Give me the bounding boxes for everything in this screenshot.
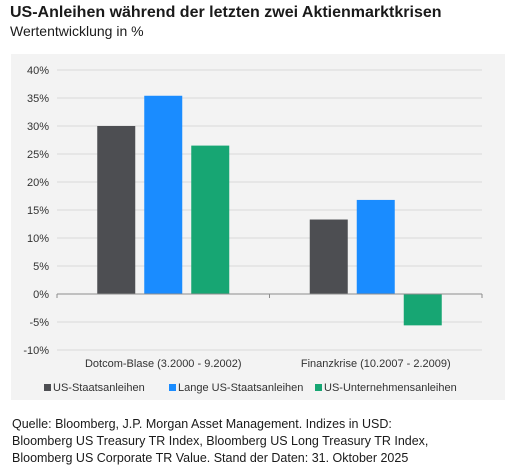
y-tick-label: 25% [27,149,49,161]
y-tick-label: 40% [27,65,49,77]
chart-panel [11,54,505,400]
y-tick-label: -5% [29,317,49,329]
x-axis [56,293,483,298]
bars [97,95,442,326]
legend-swatch [44,384,51,391]
bar [191,145,230,294]
y-tick-label: 5% [33,261,49,273]
x-tick-label: Dotcom-Blase (3.2000 - 9.2002) [85,358,242,370]
source-line: Bloomberg US Corporate TR Value. Stand d… [12,451,409,465]
legend-label: US-Unternehmensanleihen [324,382,457,394]
y-tick-label: 20% [27,177,49,189]
y-tick-label: 15% [27,205,49,217]
source-note: Quelle: Bloomberg, J.P. Morgan Asset Man… [12,416,507,467]
bar [356,199,395,294]
legend-label: US-Staatsanleihen [53,382,145,394]
x-tick-label: Finanzkrise (10.2007 - 2.2009) [301,358,451,370]
bar [309,219,348,294]
legend-label: Lange US-Staatsanleihen [178,382,303,394]
bar [403,294,442,326]
bar [97,126,136,294]
source-line: Quelle: Bloomberg, J.P. Morgan Asset Man… [12,417,392,431]
legend-swatch [169,384,176,391]
y-tick-label: -10% [23,345,49,357]
y-tick-label: 35% [27,93,49,105]
chart-title: US-Anleihen während der letzten zwei Akt… [10,4,442,21]
legend: US-Staatsanleihen Lange US-Staatsanleihen… [44,382,457,394]
chart-subtitle: Wertentwicklung in % [10,23,144,39]
y-tick-label: 30% [27,121,49,133]
bar [144,95,183,294]
y-tick-label: 10% [27,233,49,245]
y-tick-label: 0% [33,289,49,301]
y-axis-ticks: 40% 35% 30% 25% 20% 15% 10% 5% 0% -5% -10% [23,65,49,357]
source-line: Bloomberg US Treasury TR Index, Bloomber… [12,434,429,448]
legend-swatch [315,384,322,391]
x-axis-labels: Dotcom-Blase (3.2000 - 9.2002) Finanzkris… [85,358,451,370]
